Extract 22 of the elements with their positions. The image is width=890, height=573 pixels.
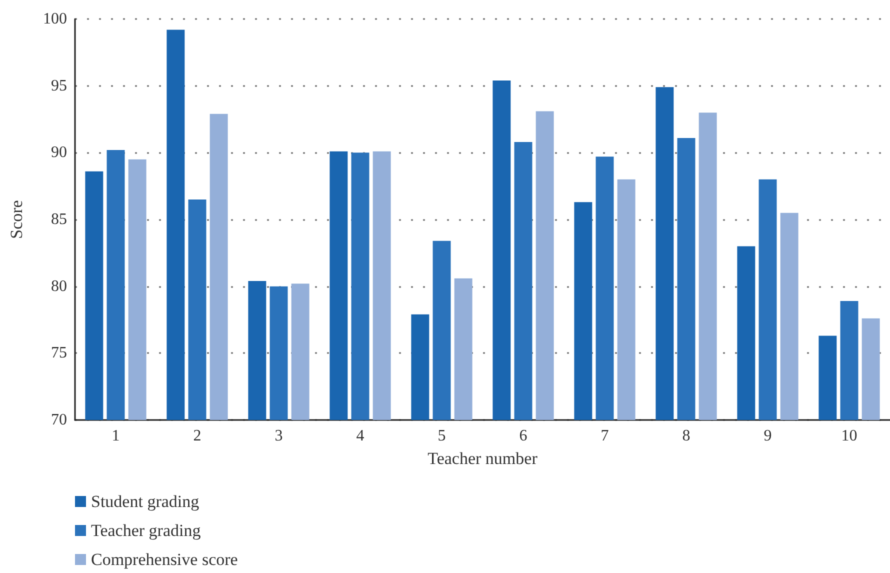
legend-label: Student grading — [91, 492, 200, 511]
legend-label: Comprehensive score — [91, 550, 238, 569]
x-tick-label: 1 — [112, 428, 120, 444]
y-tick-label: 70 — [51, 412, 67, 428]
x-tick-label: 7 — [600, 428, 609, 444]
x-tick-label: 4 — [356, 428, 364, 444]
y-tick-label: 100 — [43, 10, 67, 28]
x-axis-title: Teacher number — [428, 449, 538, 468]
y-tick-label: 75 — [51, 344, 67, 362]
y-axis-title: Score — [7, 200, 26, 239]
x-tick-label: 6 — [519, 428, 528, 444]
x-tick-label: 10 — [841, 428, 858, 444]
y-tick-label: 95 — [51, 77, 67, 94]
x-tick-label: 5 — [438, 428, 446, 444]
legend-label: Teacher grading — [91, 521, 202, 540]
y-tick-label: 80 — [51, 278, 67, 295]
x-tick-label: 9 — [764, 428, 772, 444]
y-tick-label: 90 — [51, 144, 67, 162]
x-tick-label: 3 — [274, 428, 283, 444]
y-tick-label: 85 — [51, 211, 67, 228]
x-tick-label: 8 — [682, 428, 690, 444]
x-tick-label: 2 — [193, 428, 202, 444]
